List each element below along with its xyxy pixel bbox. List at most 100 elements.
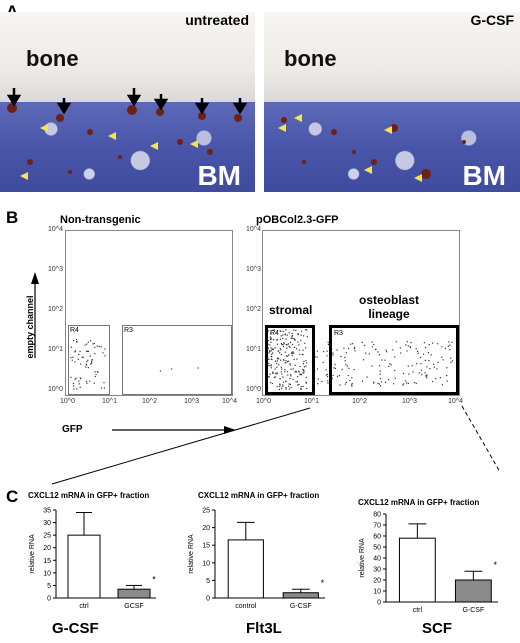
flow-event-dot	[280, 342, 282, 345]
flow-event-dot	[285, 387, 287, 389]
bone-label: bone	[26, 46, 79, 71]
stain-overlay-gcsf	[278, 114, 466, 182]
panel-c-letter: C	[6, 487, 19, 506]
flow-event-dot	[426, 374, 428, 376]
flow-event-dot	[270, 367, 272, 369]
stain-overlay-untreated	[6, 88, 248, 180]
flow-event-dot	[272, 329, 274, 331]
flow-event-dot	[403, 383, 405, 385]
flow-event-dot	[441, 384, 443, 386]
flow-event-dot	[293, 329, 295, 331]
flow-event-dot	[302, 372, 304, 374]
flow-event-dot	[86, 350, 89, 352]
flow-event-dot	[90, 363, 92, 365]
flow-event-dot	[284, 369, 286, 371]
flow-event-dot	[73, 388, 75, 390]
flow-event-dot	[79, 386, 81, 388]
significance-mark: *	[321, 578, 325, 588]
flow-event-dot	[442, 359, 444, 361]
flow-event-dot	[86, 382, 88, 384]
flow-event-dot	[278, 364, 280, 366]
bar	[67, 534, 101, 599]
flow-event-dot	[384, 359, 386, 361]
flow-event-dot	[276, 362, 278, 365]
flow-event-dot	[406, 341, 408, 343]
flow-event-dot	[272, 348, 274, 350]
flow-event-dot	[379, 370, 381, 372]
flow-event-dot	[317, 378, 319, 380]
flow-event-dot	[425, 375, 428, 377]
flow-event-dot	[316, 356, 318, 358]
flow-event-dot	[373, 382, 375, 384]
flow-event-dot	[332, 354, 334, 356]
flow-event-dot	[97, 371, 99, 373]
flow-event-dot	[405, 380, 407, 382]
chart-title-3: CXCL12 mRNA in GFP+ fraction	[358, 498, 480, 507]
flow-event-dot	[299, 353, 301, 355]
flow-event-dot	[270, 337, 272, 339]
flow-event-dot	[298, 344, 300, 346]
flow-event-dot	[296, 371, 298, 373]
y-tick-label: 20	[373, 578, 381, 585]
flow-event-dot	[280, 335, 282, 337]
category-label: control	[235, 603, 256, 610]
flow-event-dot	[353, 368, 355, 371]
y-axis-arrow	[31, 272, 39, 358]
flow-event-dot	[269, 350, 271, 352]
flow-event-dot	[425, 375, 427, 377]
y-tick-label: 10	[43, 570, 51, 577]
flow-event-dot	[91, 362, 93, 364]
flow-event-dot	[276, 339, 278, 341]
flow-event-dot	[314, 356, 316, 358]
flow-event-dot	[350, 343, 352, 345]
flow-event-dot	[300, 386, 302, 388]
flow-event-dot	[377, 382, 379, 384]
y-tick-label: 60	[373, 534, 381, 541]
flow-event-dot	[268, 365, 270, 367]
bar	[282, 592, 319, 599]
bar	[227, 539, 264, 599]
flow-event-dot	[268, 352, 270, 354]
flow-event-dot	[268, 376, 270, 378]
flow-event-dot	[289, 364, 292, 366]
bone-region	[264, 12, 520, 106]
flow-event-dot	[72, 385, 75, 387]
flow-event-dot	[395, 341, 397, 343]
bar-chart-gcsf: relative RNA 0 5 10 15 20 25 30 35 ctrl GCSF *	[29, 508, 156, 611]
flow-event-dot	[276, 373, 278, 375]
flow-event-dot	[100, 346, 102, 348]
y-tick-label: 30	[43, 520, 51, 527]
x-tick: 10^0	[256, 398, 271, 405]
flow-event-dot	[426, 377, 428, 379]
flow-event-dot	[72, 340, 75, 342]
flow-event-dot	[302, 385, 304, 388]
flow-event-dot	[362, 380, 364, 382]
chart-y-label: relative RNA	[29, 534, 36, 574]
flow-event-dot	[270, 341, 272, 343]
flow-event-dot	[420, 369, 422, 371]
flow-event-dot	[371, 346, 373, 348]
flow-event-dot	[294, 346, 296, 348]
x-tick: 10^1	[304, 398, 319, 405]
flow-event-dot	[94, 375, 96, 378]
flow-event-dot	[379, 365, 381, 367]
flow-event-dot	[287, 355, 289, 357]
flow-event-dot	[285, 338, 287, 340]
flow-event-dot	[278, 350, 280, 352]
gate-r4-stromal	[265, 325, 315, 395]
flow-event-dot	[409, 347, 411, 349]
flow-event-dot	[280, 371, 282, 373]
flow-event-dot	[450, 361, 452, 363]
flow-event-dot	[351, 382, 353, 385]
flow-event-dot	[332, 374, 334, 376]
flow-event-dot	[341, 368, 343, 371]
flow-event-dot	[159, 370, 161, 372]
y-tick-label: 15	[202, 543, 210, 550]
flow-event-dot	[267, 330, 269, 332]
flow-event-dot	[425, 347, 427, 349]
x-tick: 10^2	[142, 398, 157, 405]
flow-event-dot	[406, 350, 408, 352]
flow-event-dot	[272, 348, 275, 350]
flow-event-dot	[384, 381, 387, 383]
